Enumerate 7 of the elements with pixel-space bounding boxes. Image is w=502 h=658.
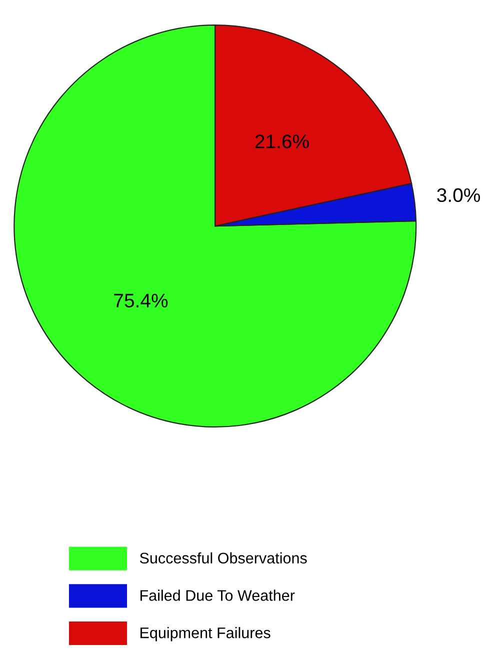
legend-label: Failed Due To Weather <box>140 590 295 601</box>
legend-label: Successful Observations <box>140 552 307 564</box>
data-label: 75.4% <box>114 294 168 308</box>
legend-label: Equipment Failures <box>140 627 270 642</box>
data-label: 21.6% <box>255 134 309 148</box>
data-label: 3.0% <box>437 188 480 202</box>
pie-slice <box>14 24 417 428</box>
